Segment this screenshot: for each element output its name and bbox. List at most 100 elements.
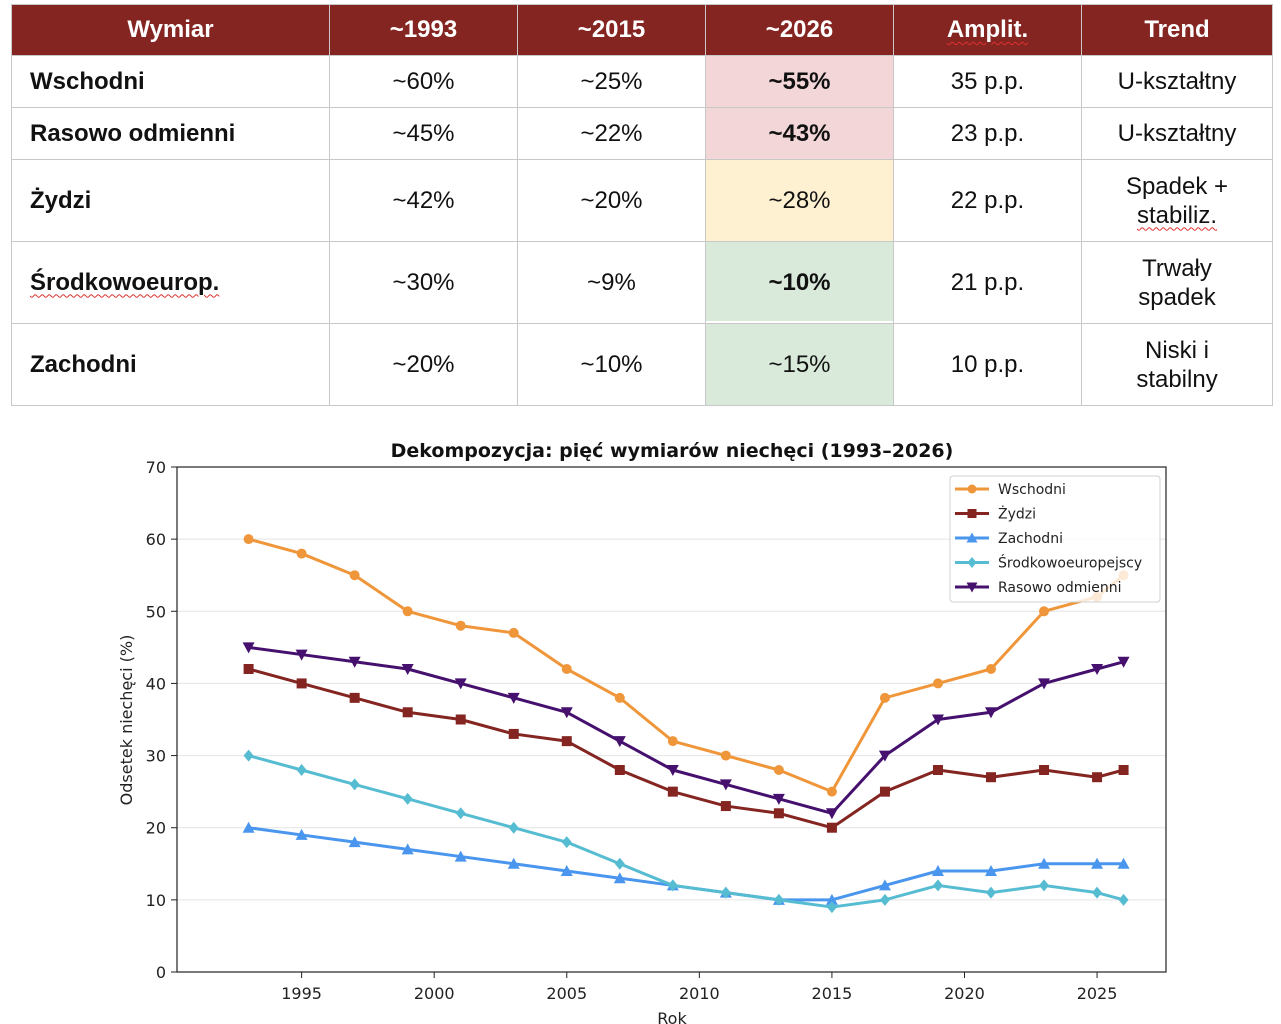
cell-2026-text: ~55%: [768, 67, 831, 95]
header-amplitude: Amplit.: [893, 4, 1082, 56]
cell-trend: Trwały spadek: [1081, 241, 1273, 324]
data-point: [508, 728, 519, 739]
data-point: [349, 570, 360, 581]
data-point: [985, 707, 998, 719]
data-point: [773, 808, 784, 819]
cell-1993: ~45%: [329, 107, 518, 160]
data-point: [932, 765, 943, 775]
data-point: [507, 692, 520, 704]
cell-trend: U-kształtny: [1081, 55, 1273, 108]
cell-amplitude: 10 p.p.: [893, 323, 1082, 406]
data-point: [878, 879, 891, 891]
data-point: [1038, 678, 1051, 690]
header-2015: ~2015: [517, 4, 706, 56]
x-tick-label: 2000: [414, 984, 455, 1003]
cell-amplitude-text: 21 p.p.: [950, 268, 1025, 296]
data-point: [826, 822, 837, 833]
cell-1993-text: ~30%: [392, 268, 455, 296]
data-point: [614, 765, 625, 775]
data-point: [826, 786, 837, 797]
data-point: [560, 707, 573, 719]
data-point: [826, 901, 837, 914]
x-tick-label: 2025: [1077, 984, 1118, 1003]
cell-name-text: Rasowo odmienni: [30, 119, 236, 147]
legend-box: [949, 475, 1161, 603]
y-tick-label: 50: [146, 602, 166, 621]
cell-2026: ~55%: [705, 55, 894, 108]
cell-name: Wschodni: [11, 55, 330, 108]
data-point: [401, 843, 414, 855]
data-point: [879, 692, 890, 703]
data-point: [348, 836, 361, 848]
cell-2015: ~9%: [517, 241, 706, 324]
data-point: [773, 765, 784, 775]
y-tick-label: 70: [146, 458, 166, 477]
cell-name: Żydzi: [11, 159, 330, 242]
cell-trend-text: Spadek + stabiliz.: [1125, 172, 1229, 229]
data-point: [614, 857, 625, 870]
data-point: [243, 749, 254, 762]
x-axis-label: Rok: [657, 1009, 687, 1024]
y-tick-label: 20: [146, 819, 166, 838]
table-row: Środkowoeurop. ~30% ~9% ~10% 21 p.p. Trwały s…: [11, 241, 1273, 324]
y-tick-label: 0: [156, 963, 166, 982]
legend-item: Środkowoeuropejscy: [955, 554, 1142, 572]
data-point: [985, 865, 998, 876]
data-point: [401, 664, 414, 675]
data-point: [932, 678, 943, 689]
y-tick-label: 60: [146, 530, 166, 549]
data-point: [561, 736, 572, 747]
series--ydzi: [243, 664, 1129, 833]
cell-2026-text: ~10%: [768, 268, 831, 296]
data-point: [1091, 857, 1104, 869]
cell-2015-text: ~10%: [580, 350, 643, 378]
data-point: [931, 865, 944, 876]
cell-trend-text: U-kształtny: [1117, 67, 1237, 95]
y-tick-label: 40: [146, 674, 166, 693]
data-point: [454, 850, 467, 862]
cell-trend: Niski i stabilny: [1081, 323, 1273, 406]
cell-amplitude: 22 p.p.: [893, 159, 1082, 242]
data-point: [1039, 765, 1050, 775]
data-point: [243, 664, 254, 674]
cell-2026: ~15%: [705, 323, 894, 406]
cell-name: Środkowoeurop.: [11, 241, 330, 324]
cell-2015-text: ~25%: [580, 67, 643, 95]
legend-item: Rasowo odmienni: [955, 580, 1122, 596]
data-point: [772, 793, 785, 805]
data-point: [1117, 656, 1130, 668]
series-line: [248, 645, 1124, 815]
cell-2026: ~28%: [705, 159, 894, 242]
cell-name: Rasowo odmienni: [11, 107, 330, 160]
plot-frame: [176, 466, 1167, 973]
legend-marker: [966, 582, 978, 593]
cell-2026: ~43%: [705, 107, 894, 160]
data-point: [1039, 606, 1050, 617]
y-tick-label: 10: [146, 891, 166, 910]
data-point: [878, 750, 891, 762]
data-point: [455, 807, 466, 820]
cell-2015: ~10%: [517, 323, 706, 406]
data-point: [825, 808, 838, 820]
table-header-row: Wymiar ~1993 ~2015 ~2026 Amplit. Trend: [11, 4, 1273, 56]
x-tick-label: 2010: [679, 984, 720, 1003]
data-point: [242, 642, 255, 654]
data-point: [1118, 765, 1129, 775]
cell-name-text: Żydzi: [30, 186, 92, 214]
x-tick-label: 2015: [812, 984, 853, 1003]
data-point: [1091, 664, 1104, 675]
summary-table: Wymiar ~1993 ~2015 ~2026 Amplit. Trend W…: [11, 4, 1273, 406]
data-point: [402, 792, 413, 805]
legend-label: Środkowoeuropejscy: [998, 554, 1142, 572]
series--rodkowoeuropejscy: [243, 749, 1129, 914]
data-point: [507, 857, 520, 869]
data-point: [667, 879, 678, 892]
cell-2015: ~25%: [517, 55, 706, 108]
header-trend: Trend: [1081, 4, 1273, 56]
header-2026: ~2026: [705, 4, 894, 56]
cell-name: Zachodni: [11, 323, 330, 406]
data-point: [348, 656, 361, 668]
cell-amplitude: 21 p.p.: [893, 241, 1082, 324]
header-wymiar: Wymiar: [11, 4, 330, 56]
series-line: [248, 754, 1124, 909]
